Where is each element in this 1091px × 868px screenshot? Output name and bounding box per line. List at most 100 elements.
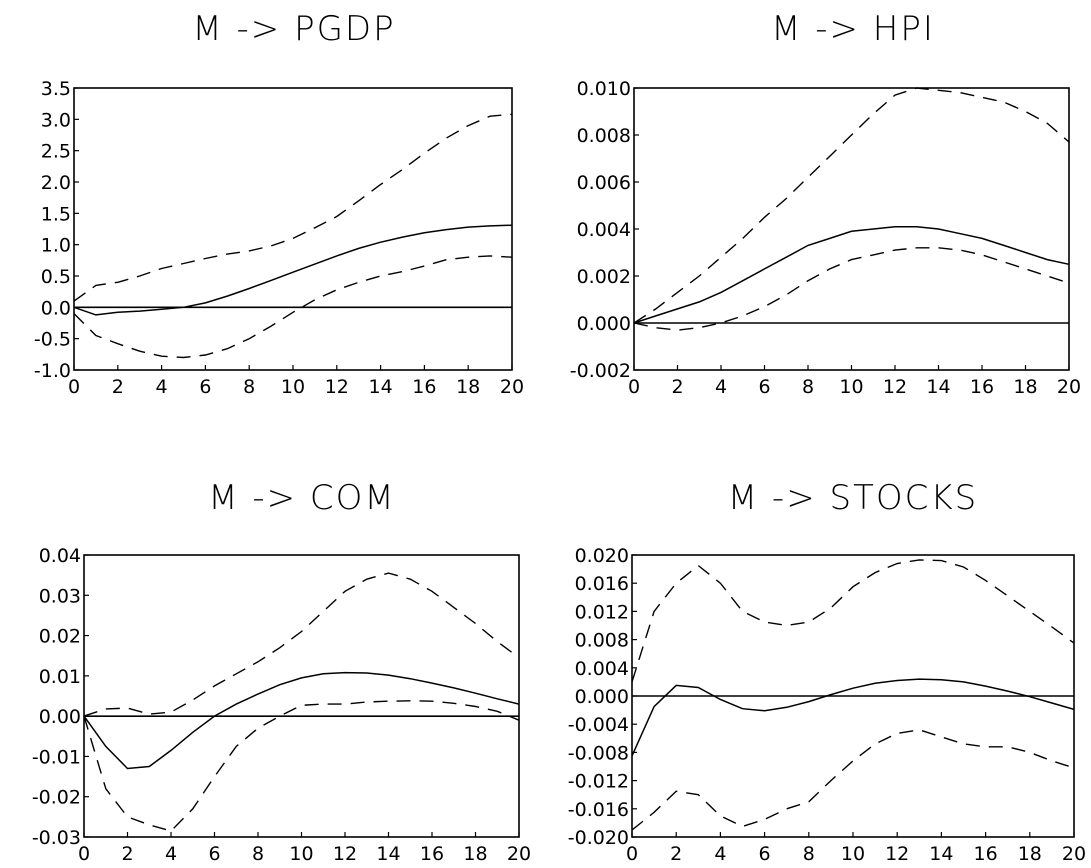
x-tick-label: 18: [1018, 843, 1042, 865]
x-tick-label: 6: [208, 843, 220, 865]
panel-stocks: M -> STOCKS -0.020 -0.016 -0.012 -0.008 -0.00…: [568, 478, 1086, 865]
y-tick-label: 0.020: [575, 545, 629, 567]
x-tick-label: 0: [628, 376, 640, 398]
y-tick-label: -0.03: [32, 827, 81, 849]
y-tick-label: 3.0: [41, 109, 71, 131]
y-tick-label: 0.010: [577, 78, 631, 100]
y-tick-label: 0.016: [575, 573, 629, 595]
y-tick-label: -0.002: [570, 360, 631, 382]
estimate-line: [631, 678, 1075, 757]
y-tick-label: -0.020: [568, 827, 629, 849]
x-tick-label: 8: [243, 376, 255, 398]
x-tick-label: 16: [974, 843, 998, 865]
y-tick-label: -0.016: [568, 799, 629, 821]
y-tick-label: 0.004: [575, 658, 629, 680]
x-tick-label: 6: [758, 376, 770, 398]
y-tick-label: 1.0: [41, 235, 71, 257]
plot-frame: [633, 87, 1070, 371]
x-tick-label: 6: [759, 843, 771, 865]
x-tick-label: 2: [671, 376, 683, 398]
x-tick-label: 10: [289, 843, 313, 865]
y-tick-label: -0.01: [32, 746, 81, 768]
x-tick-label: 4: [714, 843, 726, 865]
y-tick-label: 0.04: [39, 545, 81, 567]
upper-band-line: [633, 87, 1070, 324]
x-tick-label: 18: [456, 376, 480, 398]
lower-band-line: [83, 700, 520, 832]
y-tick-label: 0.0: [41, 297, 71, 319]
y-tick-label: 0.004: [577, 219, 631, 241]
x-tick-label: 4: [156, 376, 168, 398]
y-tick-label: -0.5: [34, 329, 71, 351]
y-tick-label: -1.0: [34, 360, 71, 382]
panel-hpi: M -> HPI -0.002 0.000 0.002 0.004 0.006 0.008 0…: [570, 9, 1081, 398]
panel-com: M -> COM -0.03 -0.02 -0.01 0.00 0.01 0.02 0.03 0…: [32, 478, 531, 865]
y-tick-label: -0.008: [568, 742, 629, 764]
x-tick-label: 20: [1062, 843, 1086, 865]
y-tick-label: 0.01: [39, 666, 81, 688]
y-tick-label: 0.03: [39, 585, 81, 607]
y-tick-label: 0.006: [577, 172, 631, 194]
x-tick-label: 16: [420, 843, 444, 865]
lower-band-line: [631, 729, 1075, 831]
y-tick-label: 0.000: [577, 313, 631, 335]
y-tick-label: 0.00: [39, 706, 81, 728]
y-tick-label: 2.5: [41, 141, 71, 163]
x-tick-label: 2: [112, 376, 124, 398]
x-tick-label: 12: [333, 843, 357, 865]
y-tick-label: -0.012: [568, 771, 629, 793]
upper-band-line: [73, 113, 513, 302]
x-tick-label: 14: [926, 376, 950, 398]
x-tick-label: 10: [839, 376, 863, 398]
x-tick-label: 14: [369, 376, 393, 398]
y-tick-label: 0.02: [39, 626, 81, 648]
chart-title-hpi: M -> HPI: [771, 9, 935, 49]
x-tick-label: 14: [929, 843, 953, 865]
y-tick-label: 3.5: [41, 78, 71, 100]
x-tick-label: 0: [78, 843, 90, 865]
x-tick-label: 12: [883, 376, 907, 398]
plot-frame: [83, 554, 520, 838]
y-tick-label: 2.0: [41, 172, 71, 194]
upper-band-line: [631, 559, 1075, 683]
x-tick-label: 16: [412, 376, 436, 398]
x-tick-label: 10: [281, 376, 305, 398]
x-tick-label: 18: [463, 843, 487, 865]
x-tick-label: 8: [252, 843, 264, 865]
estimate-line: [73, 224, 513, 316]
x-tick-label: 8: [802, 376, 814, 398]
x-tick-label: 20: [507, 843, 531, 865]
y-tick-label: -0.02: [32, 787, 81, 809]
x-tick-label: 6: [199, 376, 211, 398]
lower-band-line: [633, 247, 1070, 331]
x-tick-label: 14: [376, 843, 400, 865]
y-tick-label: -0.004: [568, 714, 629, 736]
estimate-line: [633, 225, 1070, 324]
lower-band-line: [73, 255, 513, 359]
x-tick-label: 2: [121, 843, 133, 865]
y-tick-label: 0.002: [577, 266, 631, 288]
y-tick-label: 1.5: [41, 203, 71, 225]
y-tick-label: 0.008: [575, 630, 629, 652]
chart-title-pgdp: M -> PGDP: [192, 9, 395, 49]
y-tick-label: 0.012: [575, 601, 629, 623]
x-tick-label: 10: [841, 843, 865, 865]
y-tick-label: 0.5: [41, 266, 71, 288]
x-tick-label: 20: [1057, 376, 1081, 398]
x-tick-label: 4: [715, 376, 727, 398]
x-tick-label: 0: [626, 843, 638, 865]
upper-band-line: [83, 572, 520, 717]
x-tick-label: 2: [670, 843, 682, 865]
chart-title-stocks: M -> STOCKS: [728, 478, 978, 518]
y-tick-label: 0.008: [577, 125, 631, 147]
x-tick-label: 0: [68, 376, 80, 398]
x-tick-label: 8: [803, 843, 815, 865]
x-tick-label: 12: [325, 376, 349, 398]
x-tick-label: 4: [165, 843, 177, 865]
y-tick-label: 0.000: [575, 686, 629, 708]
x-tick-label: 12: [885, 843, 909, 865]
x-tick-label: 18: [1013, 376, 1037, 398]
panel-pgdp: M -> PGDP -1.0 -0.5 0.0 0.5 1.0 1.5 2.0 2.5 3.0 3.…: [34, 9, 524, 398]
x-tick-label: 20: [500, 376, 524, 398]
